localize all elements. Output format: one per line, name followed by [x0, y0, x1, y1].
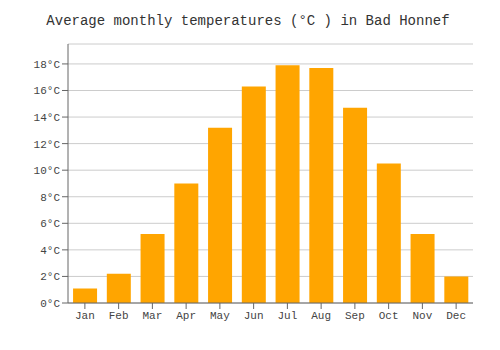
- svg-text:18°C: 18°C: [34, 59, 61, 71]
- svg-text:Sep: Sep: [345, 310, 365, 322]
- svg-text:10°C: 10°C: [34, 165, 61, 177]
- svg-text:Jul: Jul: [277, 310, 297, 322]
- svg-text:12°C: 12°C: [34, 139, 61, 151]
- svg-text:Apr: Apr: [176, 310, 196, 322]
- svg-text:May: May: [210, 310, 230, 322]
- svg-text:Feb: Feb: [109, 310, 129, 322]
- svg-text:Aug: Aug: [311, 310, 331, 322]
- svg-text:14°C: 14°C: [34, 112, 61, 124]
- html-text:Average monthly temperatures (: Average monthly temperatures (°C ) in Ba…: [46, 13, 450, 29]
- svg-text:8°C: 8°C: [40, 192, 60, 204]
- svg-text:Mar: Mar: [142, 310, 162, 322]
- svg-text:6°C: 6°C: [40, 218, 60, 230]
- svg-text:2°C: 2°C: [40, 271, 60, 283]
- svg-text:Oct: Oct: [379, 310, 399, 322]
- svg-text:16°C: 16°C: [34, 85, 61, 97]
- svg-text:Jun: Jun: [244, 310, 264, 322]
- svg-text:Nov: Nov: [412, 310, 432, 322]
- svg-text:4°C: 4°C: [40, 245, 60, 257]
- svg-text:Jan: Jan: [75, 310, 95, 322]
- svg-text:Dec: Dec: [446, 310, 466, 322]
- svg-text:0°C: 0°C: [40, 298, 60, 310]
